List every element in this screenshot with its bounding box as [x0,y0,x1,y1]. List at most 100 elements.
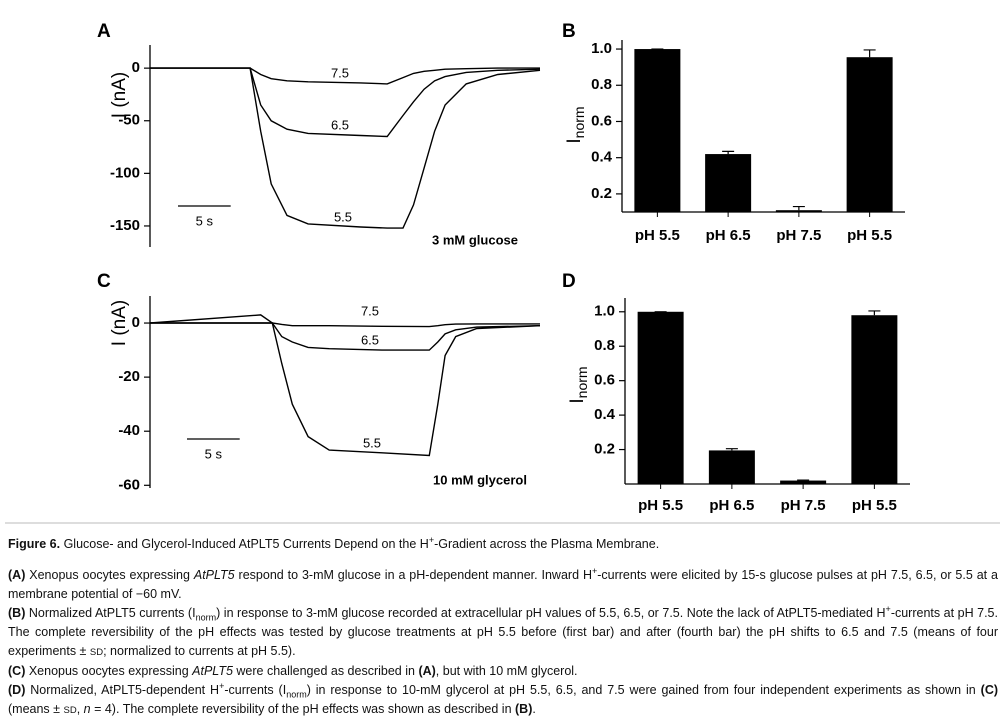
trace [150,322,541,457]
trace-label: 7.5 [361,303,379,318]
x-tick-label: pH 6.5 [706,227,751,244]
text: -currents (I [224,683,287,697]
panel-letter: C [97,271,111,292]
text: (B) [515,702,533,716]
y-tick-label: -100 [110,164,140,181]
trace-label: 7.5 [331,65,349,80]
text: . [532,702,536,716]
bar [634,49,681,213]
x-tick-label: pH 7.5 [776,227,821,244]
text: Figure 6. [8,537,61,551]
text: (A) [418,664,436,678]
bar [846,57,893,213]
annotation: 3 mM glucose [432,232,518,247]
error-bar [792,205,805,211]
text: n [83,702,91,716]
y-axis-label: I (nA) [109,72,130,118]
trace-label: 6.5 [361,332,379,347]
trace [150,67,541,138]
x-tick-label: pH 5.5 [638,497,683,514]
text: Glucose- and Glycerol-Induced AtPLT5 Cur… [60,537,429,551]
text: (D) [8,683,26,697]
x-tick-label: pH 5.5 [852,497,897,514]
scale-bar-label: 5 s [196,213,214,228]
y-tick-label: 0.2 [594,441,615,458]
text: ) in response to 3-mM glucose recorded a… [216,606,886,620]
x-tick-label: pH 6.5 [709,497,754,514]
panel-letter: A [97,21,111,42]
error-bar [863,49,876,58]
y-tick-label: -150 [110,217,140,234]
y-tick-label: 1.0 [591,40,612,57]
text: + [219,680,225,691]
y-axis-label-main: I [567,398,588,403]
text: , but with 10 mM glycerol. [435,664,578,678]
x-tick-label: pH 5.5 [847,227,892,244]
trace [150,322,541,351]
text: were challenged as described in [232,664,419,678]
y-tick-label: 0.2 [591,185,612,202]
y-tick-label: 0.6 [594,372,615,389]
text: = 4). The complete reversibility of the … [90,702,516,716]
text: -Gradient across the Plasma Membrane. [434,537,660,551]
text: Normalized, AtPLT5-dependent H [25,683,220,697]
text: respond to 3-mM glucose in a pH-dependen… [234,568,592,582]
text: norm [195,612,217,623]
text: + [591,565,598,576]
panel-letter: D [562,271,576,292]
y-tick-label: -40 [118,422,140,439]
trace [149,314,540,328]
text: + [885,603,891,614]
x-tick-label: pH 5.5 [635,227,680,244]
text: Xenopus oocytes expressing [25,568,194,582]
text: SD [89,647,104,658]
text: (means ± [8,702,64,716]
y-tick-label: 1.0 [594,303,615,320]
y-axis-label: I (nA) [109,300,130,346]
trace-label: 6.5 [331,117,349,132]
bar [705,154,752,212]
y-tick-label: 0 [132,59,140,76]
y-axis-label: Inorm [567,366,590,403]
error-bar [722,150,735,155]
y-tick-label: 0.8 [591,76,612,93]
text: -currents were elicited by 15-s glucose … [8,568,998,601]
trace-label: 5.5 [334,209,352,224]
x-tick-label: pH 7.5 [781,497,826,514]
text: ; normalized to currents at pH 5.5). [103,644,296,658]
trace [150,67,540,85]
y-tick-label: 0.4 [591,149,613,166]
text: , [76,702,84,716]
text: (C) [8,664,26,678]
y-tick-label: 0.6 [591,112,612,129]
text: Normalized AtPLT5 currents (I [25,606,196,620]
text: SD [63,705,77,716]
caption-paragraph: (B) Normalized AtPLT5 currents (Inorm) i… [8,604,998,662]
trace-label: 5.5 [363,435,381,450]
caption: Figure 6. Glucose- and Glycerol-Induced … [8,535,998,720]
y-axis-label-sub: norm [574,366,590,398]
bar [708,450,755,484]
y-axis-label: Inorm [564,106,587,143]
error-bar [725,448,738,451]
bar [637,311,684,484]
error-bar [797,479,810,481]
text: AtPLT5 [192,664,233,678]
scale-bar-label: 5 s [205,446,223,461]
caption-paragraph: (C) Xenopus oocytes expressing AtPLT5 we… [8,662,998,681]
caption-paragraph: (D) Normalized, AtPLT5-dependent H+-curr… [8,681,998,720]
y-axis-label-main: I [564,138,585,143]
text: (A) [8,568,26,582]
y-tick-label: 0.8 [594,337,615,354]
text: norm [286,689,307,700]
bar [851,315,898,484]
y-tick-label: 0 [132,314,140,331]
y-tick-label: -50 [118,112,140,129]
text: ) in response to 10-mM glycerol at pH 5.… [306,683,981,697]
y-tick-label: -60 [118,476,140,493]
y-axis-label-sub: norm [571,106,587,138]
text: AtPLT5 [193,568,235,582]
trace [150,67,541,229]
caption-title: Figure 6. Glucose- and Glycerol-Induced … [8,535,998,554]
bar [780,480,827,484]
